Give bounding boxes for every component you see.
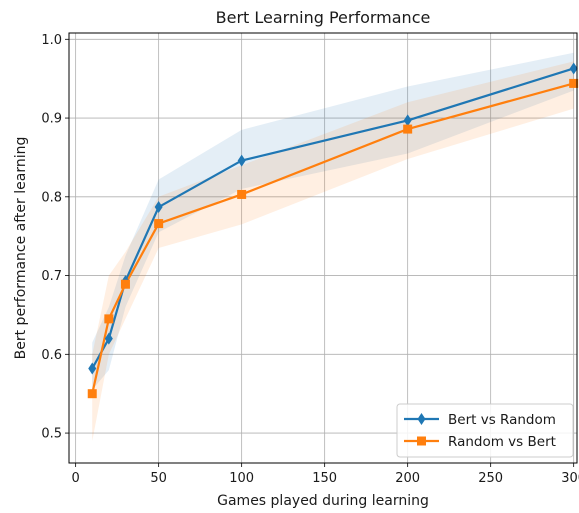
x-tick-label: 0: [71, 471, 79, 486]
point-bert-vs-random: [88, 362, 97, 375]
series-markers: [87, 62, 579, 399]
point-random-vs-bert: [237, 189, 247, 199]
x-tick-label: 150: [312, 471, 337, 486]
confidence-bands: [92, 52, 574, 441]
y-tick-label: 0.5: [41, 427, 62, 442]
x-tick-label: 100: [229, 471, 254, 486]
point-bert-vs-random: [104, 332, 113, 345]
point-random-vs-bert: [120, 279, 130, 289]
legend-label: Random vs Bert: [448, 434, 556, 450]
point-bert-vs-random: [154, 201, 163, 214]
legend-box: [396, 403, 574, 458]
legend-label: Bert vs Random: [448, 412, 556, 428]
legend: Bert vs Random Random vs Bert: [396, 403, 574, 458]
x-tick-label: 300: [561, 471, 579, 486]
plot-frame: [68, 32, 578, 464]
chart-title: Bert Learning Performance: [216, 8, 431, 27]
y-tick-label: 0.8: [41, 190, 62, 205]
point-random-vs-bert: [87, 389, 97, 399]
x-axis-label: Games played during learning: [217, 493, 429, 509]
y-axis-label: Bert performance after learning: [13, 137, 29, 360]
x-axis-ticks: 0 50 100 150 200 250 300: [71, 463, 579, 486]
x-tick-label: 250: [478, 471, 503, 486]
legend-marker: [417, 413, 426, 425]
y-tick-label: 0.7: [41, 269, 62, 284]
point-bert-vs-random: [237, 154, 246, 167]
grid-lines: [69, 33, 577, 463]
band-bert-vs-random: [92, 52, 574, 390]
y-tick-label: 0.6: [41, 348, 62, 363]
point-bert-vs-random: [403, 114, 412, 127]
band-random-vs-bert: [92, 61, 574, 441]
point-random-vs-bert: [104, 314, 114, 324]
point-random-vs-bert: [403, 124, 413, 134]
x-tick-label: 200: [395, 471, 420, 486]
y-axis-ticks: 0.5 0.6 0.7 0.8 0.9 1.0: [41, 33, 69, 442]
point-random-vs-bert: [569, 78, 579, 88]
legend-marker: [417, 436, 426, 446]
x-tick-label: 50: [150, 471, 167, 486]
y-tick-label: 0.9: [41, 112, 62, 127]
y-tick-label: 1.0: [41, 33, 62, 48]
point-bert-vs-random: [569, 62, 578, 75]
point-random-vs-bert: [154, 219, 164, 229]
